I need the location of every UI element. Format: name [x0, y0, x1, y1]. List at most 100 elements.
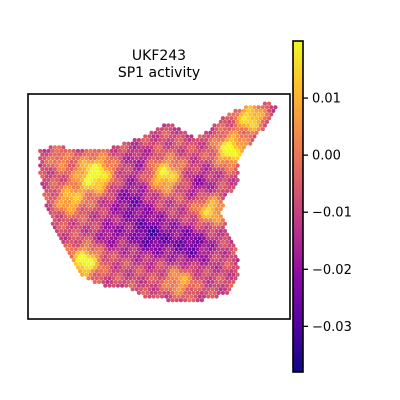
tissue-spot: [126, 236, 131, 241]
tissue-spot: [94, 218, 99, 223]
tissue-spot: [227, 258, 232, 263]
tissue-spot: [195, 210, 200, 215]
tissue-spot: [189, 294, 194, 299]
tissue-spot: [88, 228, 93, 234]
tissue-spot: [134, 192, 139, 197]
tissue-spot: [225, 159, 230, 164]
tissue-spot: [132, 145, 137, 150]
tissue-spot: [113, 199, 118, 204]
tissue-spot: [141, 203, 146, 208]
tissue-spot: [122, 156, 127, 161]
tissue-spot: [248, 119, 253, 124]
tissue-spot: [99, 261, 104, 266]
tissue-spot: [147, 192, 152, 197]
tissue-spot: [162, 196, 167, 201]
tissue-spot: [180, 258, 186, 263]
tissue-spot: [195, 196, 200, 201]
tissue-spot: [176, 279, 181, 285]
tissue-spot: [84, 170, 89, 175]
tissue-spot: [204, 218, 209, 223]
tissue-spot: [117, 265, 123, 270]
tissue-spot: [172, 207, 177, 212]
tissue-spot: [212, 232, 217, 237]
tissue-spot: [176, 127, 181, 132]
tissue-spot: [48, 196, 53, 201]
tissue-spot: [189, 134, 194, 139]
tissue-spot: [101, 214, 106, 219]
tissue-spot: [48, 210, 53, 215]
tissue-spot: [86, 203, 91, 208]
tissue-spot: [65, 239, 70, 245]
tissue-spot: [122, 250, 127, 255]
tissue-spot: [94, 261, 99, 266]
tissue-spot: [157, 276, 162, 281]
tissue-spot: [191, 276, 196, 281]
tissue-spot: [210, 199, 215, 204]
tissue-spot: [147, 214, 152, 219]
tissue-spot: [141, 159, 146, 164]
tissue-spot: [80, 163, 85, 168]
tissue-spot: [141, 210, 146, 215]
tissue-spot: [78, 203, 83, 208]
tissue-spot: [231, 272, 236, 277]
tissue-spot: [187, 196, 192, 201]
tissue-spot: [96, 148, 102, 154]
tissue-spot: [57, 203, 62, 208]
tissue-spot: [159, 156, 165, 161]
tissue-spot: [166, 298, 171, 303]
tissue-spot: [84, 199, 89, 204]
tissue-spot: [159, 148, 165, 154]
tissue-spot: [96, 243, 102, 248]
tissue-spot: [75, 192, 81, 197]
tissue-spot: [75, 207, 81, 212]
tissue-spot: [183, 174, 188, 179]
tissue-spot: [132, 167, 137, 172]
tissue-spot: [69, 225, 74, 230]
tissue-spot: [78, 218, 83, 223]
tissue-spot: [195, 232, 200, 237]
tissue-spot: [233, 181, 238, 186]
tissue-spot: [73, 181, 78, 186]
tissue-spot: [63, 214, 68, 219]
tissue-spot: [159, 199, 165, 204]
tissue-spot: [61, 239, 66, 245]
tissue-spot: [208, 145, 213, 150]
tissue-spot: [225, 261, 230, 266]
tissue-spot: [166, 225, 171, 230]
tissue-spot: [109, 272, 114, 277]
tissue-spot: [206, 294, 211, 299]
tissue-spot: [50, 185, 55, 190]
tissue-spot: [67, 221, 72, 226]
tissue-spot: [48, 145, 53, 150]
tissue-spot: [42, 156, 47, 161]
tissue-spot: [176, 250, 181, 255]
tissue-spot: [145, 269, 150, 274]
tissue-spot: [101, 178, 106, 183]
tissue-spot: [136, 269, 141, 274]
tissue-spot: [57, 152, 62, 157]
tissue-spot: [172, 250, 177, 255]
tissue-spot: [138, 214, 144, 219]
tissue-spot: [162, 159, 167, 164]
tissue-spot: [138, 163, 144, 168]
tissue-spot: [113, 250, 118, 255]
tissue-spot: [67, 192, 72, 197]
tissue-spot: [107, 210, 112, 215]
tissue-spot: [69, 181, 74, 186]
tissue-spot: [117, 156, 123, 161]
tissue-spot: [50, 178, 55, 183]
tissue-spot: [38, 163, 43, 168]
tissue-spot: [54, 199, 60, 204]
tissue-spot: [210, 207, 215, 212]
tissue-spot: [138, 228, 144, 234]
tissue-spot: [147, 221, 152, 226]
tissue-spot: [218, 214, 223, 219]
tissue-spot: [149, 145, 154, 150]
tissue-spot: [239, 148, 244, 154]
tissue-spot: [166, 239, 171, 245]
tissue-spot: [63, 170, 68, 175]
tissue-spot: [42, 178, 47, 183]
tissue-spot: [191, 225, 196, 230]
tissue-spot: [185, 207, 190, 212]
tissue-spot: [189, 156, 194, 161]
